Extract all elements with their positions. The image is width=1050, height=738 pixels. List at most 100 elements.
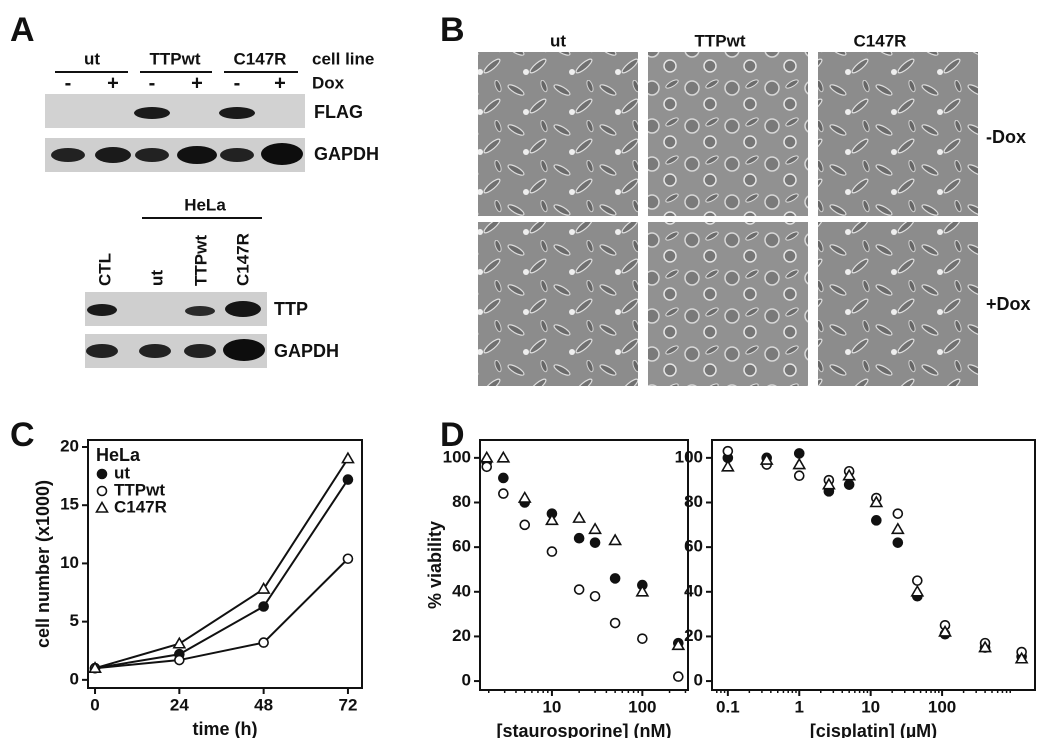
plot-frame xyxy=(479,439,689,691)
caption: cell line xyxy=(312,49,374,68)
y-tick-label: 15 xyxy=(60,495,79,514)
data-point xyxy=(609,617,621,629)
data-point xyxy=(637,633,648,644)
band xyxy=(184,344,216,358)
data-point xyxy=(342,553,354,565)
panel-label: A xyxy=(10,11,35,49)
y-axis-label: cell number (x1000) xyxy=(33,480,53,648)
data-point xyxy=(1014,651,1029,664)
data-point xyxy=(172,636,187,649)
row-label: GAPDH xyxy=(274,341,339,361)
data-point xyxy=(843,479,855,490)
data-point xyxy=(573,532,585,544)
y-axis-label: % viability xyxy=(425,521,445,609)
panel-label: D xyxy=(440,416,465,454)
legend-label: ut xyxy=(114,463,130,482)
x-tick-label: 100 xyxy=(928,697,956,716)
micrograph xyxy=(818,52,978,216)
data-point xyxy=(673,671,684,682)
data-point xyxy=(589,590,601,602)
band xyxy=(261,143,303,165)
data-point xyxy=(572,511,587,523)
group-label: ut xyxy=(84,49,100,68)
band xyxy=(87,304,117,316)
group-label: C147R xyxy=(234,49,287,68)
panel-label: B xyxy=(440,11,465,49)
data-point xyxy=(258,601,269,612)
data-point xyxy=(792,457,807,470)
x-tick-label: 10 xyxy=(861,697,880,716)
y-tick-label: 100 xyxy=(443,447,471,466)
band xyxy=(219,107,255,119)
x-tick-label: 1 xyxy=(795,697,804,716)
legend-label: TTPwt xyxy=(114,480,165,499)
y-tick-label: 100 xyxy=(675,447,703,466)
data-point xyxy=(341,451,355,464)
x-tick-label: 24 xyxy=(170,695,189,714)
band xyxy=(139,344,171,358)
data-point xyxy=(869,495,884,508)
data-point xyxy=(938,624,952,637)
band xyxy=(220,148,254,162)
series-line xyxy=(94,558,349,670)
y-tick-label: 40 xyxy=(684,581,703,600)
micrographs: ut TTPwt C147R -Dox +Dox xyxy=(478,31,1031,386)
column-label: C147R xyxy=(854,31,907,50)
y-tick-label: 80 xyxy=(452,492,471,511)
dox-sign: + xyxy=(274,72,286,94)
legend-marker xyxy=(96,485,108,497)
data-point xyxy=(892,508,904,519)
legend-title: HeLa xyxy=(96,445,141,465)
band xyxy=(95,147,131,163)
data-point xyxy=(546,546,558,557)
data-point xyxy=(342,474,354,485)
blot1: FLAG GAPDH xyxy=(45,94,379,172)
dox-sign: + xyxy=(191,72,203,94)
data-point xyxy=(912,575,923,586)
caption: Dox xyxy=(312,73,345,92)
y-tick-label: 20 xyxy=(60,436,79,455)
group-label: TTPwt xyxy=(150,49,201,68)
y-tick-label: 0 xyxy=(70,669,79,688)
data-point xyxy=(545,513,559,526)
data-point xyxy=(256,581,271,594)
data-point xyxy=(258,637,269,648)
data-point xyxy=(635,584,650,597)
y-tick-label: 60 xyxy=(452,537,471,556)
data-point xyxy=(174,654,185,666)
lane-label: ut xyxy=(147,270,166,286)
data-point xyxy=(609,573,621,584)
blot1-header: ut TTPwt C147R cell line - + - + - + Dox xyxy=(55,49,374,94)
row-label: -Dox xyxy=(986,127,1026,147)
y-tick-label: 20 xyxy=(684,626,703,645)
band xyxy=(225,301,261,317)
dox-sign: - xyxy=(149,72,156,94)
blot2: HeLa CTL ut TTPwt C147R TTP GAPDH xyxy=(85,195,339,368)
row-label: FLAG xyxy=(314,102,363,122)
band xyxy=(223,339,265,361)
dox-sign: - xyxy=(65,72,72,94)
micrograph xyxy=(478,52,638,216)
row-label: TTP xyxy=(274,299,308,319)
y-tick-label: 10 xyxy=(60,553,79,572)
y-tick-label: 20 xyxy=(452,626,471,645)
data-point xyxy=(892,537,904,548)
data-point xyxy=(671,638,686,651)
band xyxy=(135,148,169,162)
data-point xyxy=(479,450,494,463)
data-point xyxy=(720,459,735,472)
row-label: +Dox xyxy=(986,294,1031,314)
row-label: GAPDH xyxy=(314,144,379,164)
data-point xyxy=(498,488,509,499)
data-point xyxy=(481,461,493,473)
y-tick-label: 60 xyxy=(684,537,703,556)
x-axis-label: time (h) xyxy=(193,719,258,738)
x-tick-label: 48 xyxy=(254,695,273,714)
band xyxy=(177,146,217,164)
data-point xyxy=(871,515,882,526)
data-point xyxy=(722,445,734,457)
data-point xyxy=(608,533,623,546)
data-point xyxy=(978,640,992,653)
x-tick-label: 10 xyxy=(542,697,561,716)
band xyxy=(134,107,170,119)
